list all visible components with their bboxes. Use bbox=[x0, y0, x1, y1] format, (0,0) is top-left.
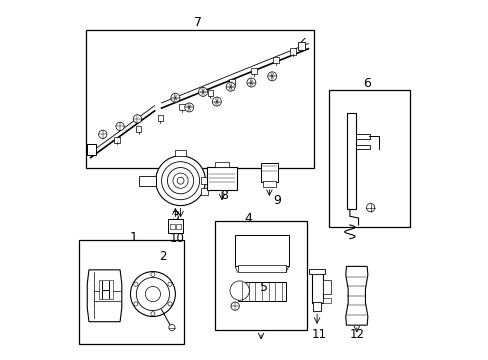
Bar bbox=[355, 145, 369, 149]
Circle shape bbox=[167, 302, 172, 306]
Text: 5: 5 bbox=[259, 281, 267, 294]
Bar bbox=[136, 126, 141, 132]
Polygon shape bbox=[345, 266, 367, 325]
Bar bbox=[207, 90, 213, 96]
Bar bbox=[99, 280, 113, 299]
Bar bbox=[215, 221, 306, 330]
Circle shape bbox=[130, 271, 175, 316]
Circle shape bbox=[198, 87, 207, 96]
Bar bbox=[157, 115, 163, 121]
Circle shape bbox=[168, 324, 175, 331]
Bar bbox=[139, 176, 155, 186]
Circle shape bbox=[246, 78, 255, 87]
Bar bbox=[322, 280, 330, 294]
Circle shape bbox=[116, 122, 124, 131]
Circle shape bbox=[150, 272, 155, 276]
Bar bbox=[114, 136, 120, 143]
Bar bbox=[312, 302, 321, 311]
Bar bbox=[272, 57, 278, 63]
Circle shape bbox=[170, 93, 180, 102]
Text: 2: 2 bbox=[159, 250, 167, 263]
Text: 11: 11 bbox=[311, 328, 325, 341]
Bar bbox=[298, 42, 305, 50]
Circle shape bbox=[150, 312, 155, 316]
Circle shape bbox=[167, 282, 172, 286]
Circle shape bbox=[161, 162, 199, 200]
Bar bbox=[179, 104, 184, 110]
Bar bbox=[175, 150, 185, 156]
Bar bbox=[87, 144, 96, 155]
Polygon shape bbox=[87, 270, 122, 322]
Circle shape bbox=[229, 281, 249, 300]
Circle shape bbox=[173, 173, 188, 188]
Bar bbox=[170, 224, 175, 229]
Circle shape bbox=[155, 156, 205, 206]
Circle shape bbox=[136, 278, 169, 311]
Circle shape bbox=[366, 203, 374, 212]
Circle shape bbox=[267, 72, 276, 81]
Bar bbox=[290, 48, 295, 55]
Bar bbox=[229, 79, 235, 85]
Bar bbox=[85, 30, 313, 168]
Bar bbox=[260, 163, 278, 182]
Circle shape bbox=[145, 287, 160, 302]
Bar bbox=[309, 269, 324, 274]
Bar bbox=[251, 68, 256, 74]
Bar bbox=[237, 265, 285, 272]
Bar bbox=[79, 240, 183, 344]
Bar bbox=[347, 113, 355, 210]
Circle shape bbox=[226, 82, 235, 91]
Circle shape bbox=[230, 302, 239, 310]
Bar bbox=[328, 90, 409, 227]
Circle shape bbox=[133, 115, 141, 123]
Circle shape bbox=[99, 130, 107, 139]
Text: 6: 6 bbox=[363, 77, 370, 90]
Circle shape bbox=[212, 97, 221, 106]
Text: 10: 10 bbox=[169, 232, 184, 245]
Bar bbox=[207, 167, 236, 189]
Bar bbox=[176, 224, 181, 229]
Bar bbox=[167, 219, 183, 233]
Bar bbox=[215, 162, 228, 167]
Circle shape bbox=[177, 177, 183, 184]
Text: 9: 9 bbox=[273, 194, 281, 207]
Circle shape bbox=[134, 282, 138, 286]
Bar bbox=[201, 188, 208, 194]
Text: 8: 8 bbox=[219, 189, 227, 202]
Bar bbox=[322, 297, 330, 303]
Bar bbox=[263, 181, 275, 187]
Bar bbox=[355, 134, 369, 139]
Text: 4: 4 bbox=[244, 212, 251, 225]
Bar bbox=[201, 177, 208, 184]
Text: 3: 3 bbox=[171, 210, 179, 223]
Circle shape bbox=[134, 302, 138, 306]
Bar bbox=[237, 282, 285, 301]
Text: 12: 12 bbox=[348, 328, 364, 341]
Circle shape bbox=[184, 103, 193, 112]
Text: 1: 1 bbox=[130, 230, 138, 243]
Bar bbox=[311, 273, 322, 303]
Text: 7: 7 bbox=[193, 16, 202, 29]
Bar bbox=[235, 235, 288, 266]
Circle shape bbox=[167, 167, 193, 194]
